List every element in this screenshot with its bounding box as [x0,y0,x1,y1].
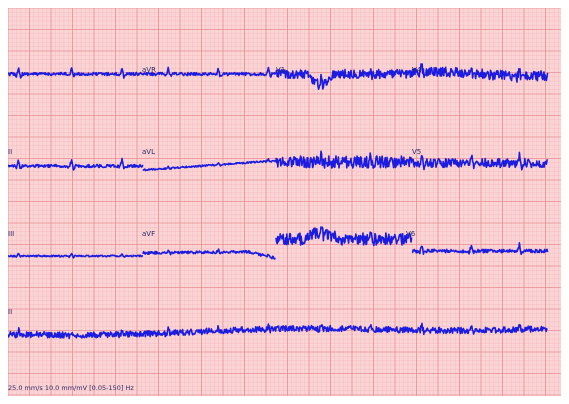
lead-label-v6: V6 [406,230,416,238]
ecg-trace-row4-seg1 [8,322,548,340]
ecg-traces [8,63,549,340]
lead-label-iii: III [8,230,14,238]
ecg-trace-row1-seg4 [411,63,549,83]
ecg-trace-row1-seg2 [142,66,277,78]
lead-label-rhythm-ii: II [8,308,12,316]
ecg-trace-row1-seg1 [8,67,144,79]
ecg-paper: aVR V1 V4 II aVL V5 III aVF V6 II 25.0 m… [8,8,561,396]
ecg-trace-row2-seg1 [8,157,144,171]
ecg-trace-row3-seg3 [275,226,413,247]
lead-label-ii: II [8,148,12,156]
lead-label-avr: aVR [142,66,156,74]
ecg-trace-row1-seg3 [275,68,413,90]
ecg-trace-row3-seg4 [411,242,549,256]
lead-label-v5: V5 [412,148,421,156]
ecg-trace-row3-seg1 [8,252,144,259]
ecg-trace-row2-seg2 [142,158,277,172]
lead-label-avf: aVF [142,230,155,238]
ecg-strip: aVR V1 V4 II aVL V5 III aVF V6 II 25.0 m… [8,8,561,396]
lead-label-v1: V1 [276,66,285,74]
ecg-trace-row2-seg3 [275,150,413,169]
lead-label-avl: aVL [142,148,155,156]
ecg-trace-row3-seg2 [142,248,276,260]
ecg-trace-row2-seg4 [411,151,549,171]
lead-label-v4: V4 [412,66,422,74]
recording-settings: 25.0 mm/s 10.0 mm/mV [0.05-150] Hz [8,384,134,392]
